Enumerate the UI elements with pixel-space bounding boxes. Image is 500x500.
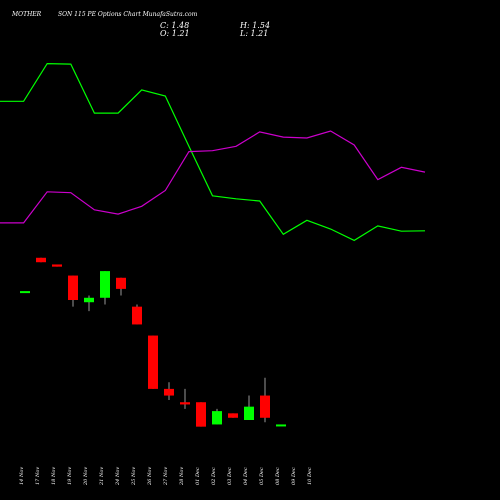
- candle-up: [276, 424, 286, 427]
- candle-up: [244, 406, 254, 420]
- open-value: O: 1.21: [160, 29, 190, 38]
- x-tick-label: 26 Nov: [147, 467, 153, 486]
- candle-down: [228, 413, 238, 418]
- candle-up: [100, 271, 110, 298]
- x-tick-label: 25 Nov: [131, 467, 137, 486]
- x-tick-label: 01 Dec: [195, 467, 201, 485]
- x-tick-label: 14 Nov: [19, 467, 25, 485]
- candle-down: [52, 264, 62, 267]
- candle-down: [196, 402, 206, 427]
- x-tick-label: 09 Dec: [291, 467, 297, 485]
- x-tick-label: 24 Nov: [115, 467, 121, 486]
- candle-up: [212, 411, 222, 425]
- x-tick-label: 08 Dec: [275, 467, 281, 485]
- high-value: H: 1.54: [239, 21, 270, 30]
- x-tick-label: 21 Nov: [99, 467, 105, 486]
- low-value: L: 1.21: [239, 29, 268, 38]
- candle-down: [164, 388, 174, 396]
- title-symbol-right: SON 115 PE Options Chart MunafaSutra.com: [58, 11, 198, 18]
- candle-down: [180, 402, 190, 405]
- title-symbol-left: MOTHER: [11, 11, 42, 18]
- candle-down: [132, 306, 142, 325]
- candle-down: [260, 395, 270, 418]
- candle-up: [20, 291, 30, 294]
- green-line-series: [0, 62, 426, 242]
- x-axis-ticks: 14 Nov 17 Nov 18 Nov 19 Nov 20 Nov 21 Nov 24 N…: [19, 467, 313, 486]
- candle-down: [148, 335, 158, 389]
- candle-down: [68, 275, 78, 300]
- x-tick-label: 28 Nov: [179, 467, 185, 486]
- candle-down: [36, 257, 46, 263]
- close-value: C: 1.48: [160, 21, 189, 30]
- candle-up: [84, 297, 94, 303]
- indicator-lines: [0, 62, 426, 242]
- x-tick-label: 20 Nov: [83, 467, 89, 486]
- x-tick-label: 05 Dec: [259, 467, 265, 485]
- x-tick-label: 10 Dec: [307, 467, 313, 485]
- x-tick-label: 17 Nov: [35, 467, 41, 485]
- magenta-line-series: [0, 130, 426, 224]
- x-tick-label: 27 Nov: [163, 467, 169, 486]
- x-tick-label: 02 Dec: [211, 467, 217, 485]
- candles: [20, 257, 286, 427]
- x-tick-label: 04 Dec: [243, 467, 249, 485]
- x-tick-label: 18 Nov: [51, 467, 57, 485]
- x-tick-label: 03 Dec: [227, 467, 233, 485]
- candle-down: [116, 277, 126, 289]
- x-tick-label: 19 Nov: [67, 467, 73, 485]
